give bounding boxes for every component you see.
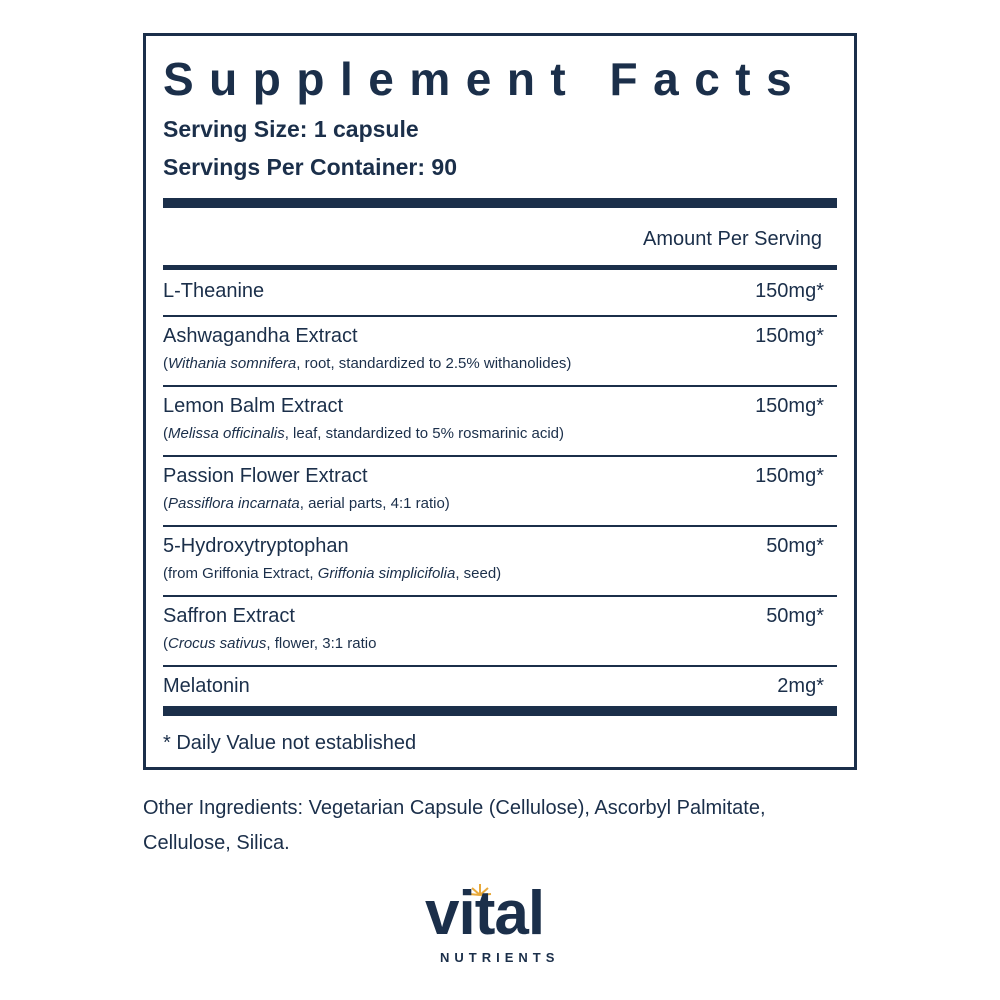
brand: vital xyxy=(425,879,545,948)
ingredient-description: (Crocus sativus, flower, 3:1 ratio xyxy=(163,635,376,652)
ingredient-name: Passion Flower Extract xyxy=(163,465,368,487)
ingredient-name: L-Theanine xyxy=(163,280,265,302)
row-divider xyxy=(163,385,837,387)
description-text: (from Griffonia Extract, xyxy=(163,565,318,582)
ingredient-name: Ashwagandha Extract xyxy=(163,325,358,347)
divider xyxy=(163,198,837,208)
description-text: , root, standardized to 2.5% withanolide… xyxy=(296,355,572,372)
description-latin: Melissa officinalis xyxy=(168,425,285,442)
divider xyxy=(163,265,837,270)
description-latin: Crocus sativus xyxy=(168,635,267,652)
footnote: * Daily Value not established xyxy=(163,732,417,754)
serving-size: Serving Size: 1 capsule xyxy=(163,116,419,142)
description-text: , flower, 3:1 ratio xyxy=(266,635,377,652)
other-ingredients: Cellulose, Silica. xyxy=(143,832,290,854)
divider xyxy=(163,706,837,716)
row-divider xyxy=(163,665,837,667)
ingredient-description: (from Griffonia Extract, Griffonia simpl… xyxy=(163,565,501,582)
ingredient-name: Saffron Extract xyxy=(163,605,295,627)
description-latin: Withania somnifera xyxy=(168,355,297,372)
description-text: ( xyxy=(163,355,168,372)
other-ingredients: Other Ingredients: Vegetarian Capsule (C… xyxy=(143,797,766,819)
description-text: , aerial parts, 4:1 ratio) xyxy=(299,495,450,512)
amount: 150mg* xyxy=(755,395,824,417)
row-divider xyxy=(163,525,837,527)
servings-per-container: Servings Per Container: 90 xyxy=(163,154,457,180)
amount: 150mg* xyxy=(755,465,824,487)
description-text: , seed) xyxy=(455,565,502,582)
sun-icon xyxy=(468,884,492,896)
ingredient-description: (Withania somnifera, root, standardized … xyxy=(163,355,571,372)
description-text: ( xyxy=(163,635,168,652)
row-divider xyxy=(163,455,837,457)
ingredient-description: (Passiflora incarnata, aerial parts, 4:1… xyxy=(163,495,450,512)
description-text: , leaf, standardized to 5% rosmarinic ac… xyxy=(284,425,565,442)
row-divider xyxy=(163,595,837,597)
row-divider xyxy=(163,315,837,317)
facts-panel xyxy=(143,33,857,770)
amount: 150mg* xyxy=(755,325,824,347)
amount: 50mg* xyxy=(766,535,824,557)
ingredient-description: (Melissa officinalis, leaf, standardized… xyxy=(163,425,564,442)
amount: 2mg* xyxy=(777,675,824,697)
ingredient-name: Melatonin xyxy=(163,675,250,697)
amount: 150mg* xyxy=(755,280,824,302)
description-text: ( xyxy=(163,495,168,512)
description-text: ( xyxy=(163,425,168,442)
description-latin: Griffonia simplicifolia xyxy=(317,565,456,582)
title: Supplement Facts xyxy=(163,53,808,105)
tagline: NUTRIENTS xyxy=(440,950,560,965)
column-header: Amount Per Serving xyxy=(643,228,822,250)
description-latin: Passiflora incarnata xyxy=(168,495,300,512)
amount: 50mg* xyxy=(766,605,824,627)
ingredient-name: 5-Hydroxytryptophan xyxy=(163,535,349,557)
ingredient-name: Lemon Balm Extract xyxy=(163,395,344,417)
